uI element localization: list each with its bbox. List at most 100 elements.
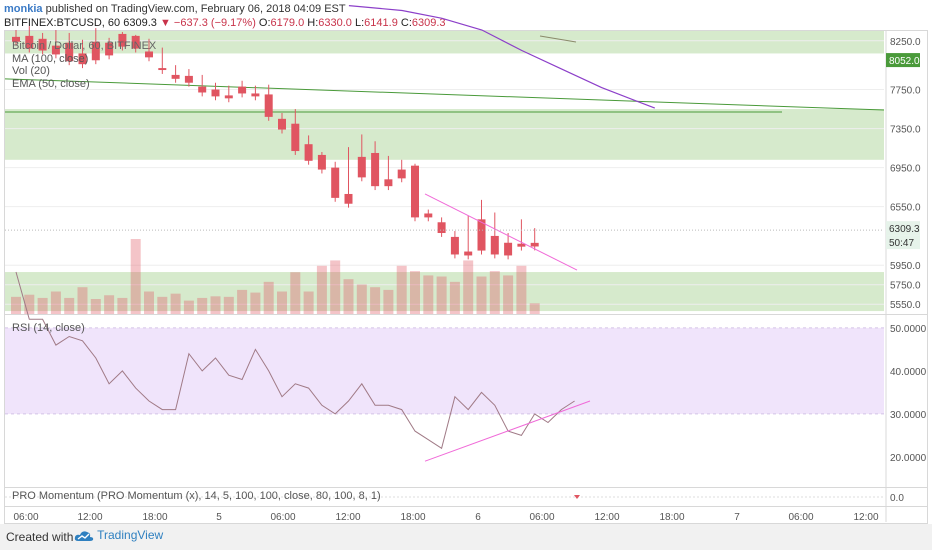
price-tick-label: 5750.0 <box>890 281 921 292</box>
candle-down <box>437 222 446 234</box>
candle-down <box>184 75 193 83</box>
volume-bar <box>37 297 48 314</box>
ema-legend[interactable]: EMA (50, close) <box>12 77 90 90</box>
time-tick-label: 6 <box>475 512 481 523</box>
rsi-pane[interactable] <box>5 271 884 462</box>
volume-bar <box>263 281 274 314</box>
pro-momentum-legend[interactable]: PRO Momentum (PRO Momentum (x), 14, 5, 1… <box>12 490 381 502</box>
open-label: O: <box>258 17 271 29</box>
last-price-tag: 6309.3 <box>886 221 920 236</box>
candle-down <box>131 35 140 49</box>
candle-down <box>211 89 220 97</box>
candle-down <box>371 152 380 187</box>
ma-legend[interactable]: MA (100, close) <box>12 52 89 65</box>
candle-down <box>278 118 286 130</box>
vol-legend[interactable]: Vol (20) <box>12 65 50 77</box>
volume-bar <box>130 239 141 314</box>
rsi-line <box>15 271 575 450</box>
last-price: 6309.3 <box>123 17 157 29</box>
volume-bar <box>24 294 35 314</box>
price-tick-label: 5950.0 <box>890 261 921 272</box>
candle-down <box>477 219 486 251</box>
rsi-tick-label: 30.0000 <box>890 410 927 421</box>
ema-line <box>539 35 577 43</box>
candle-down <box>91 41 100 61</box>
candle-down <box>38 38 47 51</box>
tradingview-brand: TradingView <box>97 528 164 542</box>
price-divergence-line <box>424 193 578 271</box>
support-zone <box>5 109 884 160</box>
candle-down <box>384 179 393 187</box>
volume-bar <box>436 276 447 314</box>
candle-down <box>424 213 433 218</box>
candle-down <box>238 86 247 94</box>
volume-bar <box>316 265 327 314</box>
open-value: 6179.0 <box>270 17 305 29</box>
volume-bar <box>529 303 540 314</box>
volume-bar <box>90 299 101 314</box>
publish-text: published on TradingView.com, February 0… <box>45 3 346 15</box>
symbol-info-line: BITFINEX:BTCUSD, 60 6309.3 ▼ −637.3 (−9.… <box>4 17 446 29</box>
volume-bar <box>117 297 128 314</box>
candle-down <box>171 74 180 79</box>
ma-line <box>348 5 656 109</box>
volume-bar <box>144 291 154 314</box>
candle-down <box>25 35 34 49</box>
candle-down <box>118 33 127 47</box>
author-link[interactable]: monkia <box>4 3 43 15</box>
low-label: L: <box>354 17 365 29</box>
time-tick-label: 06:00 <box>788 512 813 523</box>
candle-down <box>78 53 87 65</box>
countdown-tag-text: 50:47 <box>889 238 914 249</box>
volume-bar <box>303 291 314 314</box>
volume-bar <box>476 276 487 314</box>
candle-down <box>264 94 273 117</box>
axes[interactable]: 8250.07750.07350.06950.06550.05950.05750… <box>5 31 928 523</box>
volume-bar <box>290 272 301 314</box>
chart-frame[interactable] <box>4 30 928 524</box>
low-value: 6141.9 <box>364 17 398 29</box>
volume-bar <box>50 291 61 314</box>
high-value: 6330.0 <box>318 17 352 29</box>
last-price-tag-bg <box>886 221 920 236</box>
time-tick-label: 5 <box>216 512 222 523</box>
price-tick-label: 5550.0 <box>890 300 921 311</box>
volume-bar <box>210 296 221 314</box>
volume-bar <box>463 260 474 314</box>
close-value: 6309.3 <box>411 17 446 29</box>
volume-bar <box>64 297 75 314</box>
rsi-divergence-line <box>424 400 591 462</box>
interval-label[interactable]: 60 <box>107 17 121 29</box>
series-title[interactable]: Bitcoin / Dollar, 60, BITFINEX <box>12 40 157 52</box>
symbol-label[interactable]: BITFINEX:BTCUSD <box>4 17 102 29</box>
candle-down <box>51 45 60 55</box>
main-legend: Bitcoin / Dollar, 60, BITFINEX MA (100, … <box>12 40 156 90</box>
price-pane[interactable] <box>4 5 928 488</box>
volume-bar <box>197 297 208 314</box>
candle-down <box>291 123 300 152</box>
volume-bar <box>250 292 261 314</box>
volume-bar <box>11 296 21 314</box>
price-tick-label: 7750.0 <box>890 86 921 97</box>
volume-bar <box>237 289 248 314</box>
candle-down <box>464 251 473 256</box>
candle-down <box>158 68 167 71</box>
price-change: −637.3 (−9.17%) <box>173 17 256 29</box>
pro-momentum-pane[interactable] <box>5 495 884 499</box>
rsi-tick-label: 40.0000 <box>890 367 927 378</box>
ma-price-tag-text: 8052.0 <box>889 56 920 67</box>
volume-bar <box>170 293 181 314</box>
down-arrow-icon: ▼ <box>159 17 171 29</box>
trend-line <box>4 78 885 111</box>
volume-bar <box>396 265 407 314</box>
candle-down <box>12 36 20 42</box>
countdown-tag: 50:47 <box>886 235 920 250</box>
time-tick-label: 7 <box>734 512 740 523</box>
tradingview-logo[interactable]: TradingView <box>74 528 163 543</box>
rsi-legend[interactable]: RSI (14, close) <box>12 322 85 334</box>
chart-header: monkia published on TradingView.com, Feb… <box>0 0 932 30</box>
volume-bar <box>516 265 527 314</box>
close-label: C: <box>400 17 412 29</box>
price-tick-label: 8250.0 <box>890 37 921 48</box>
